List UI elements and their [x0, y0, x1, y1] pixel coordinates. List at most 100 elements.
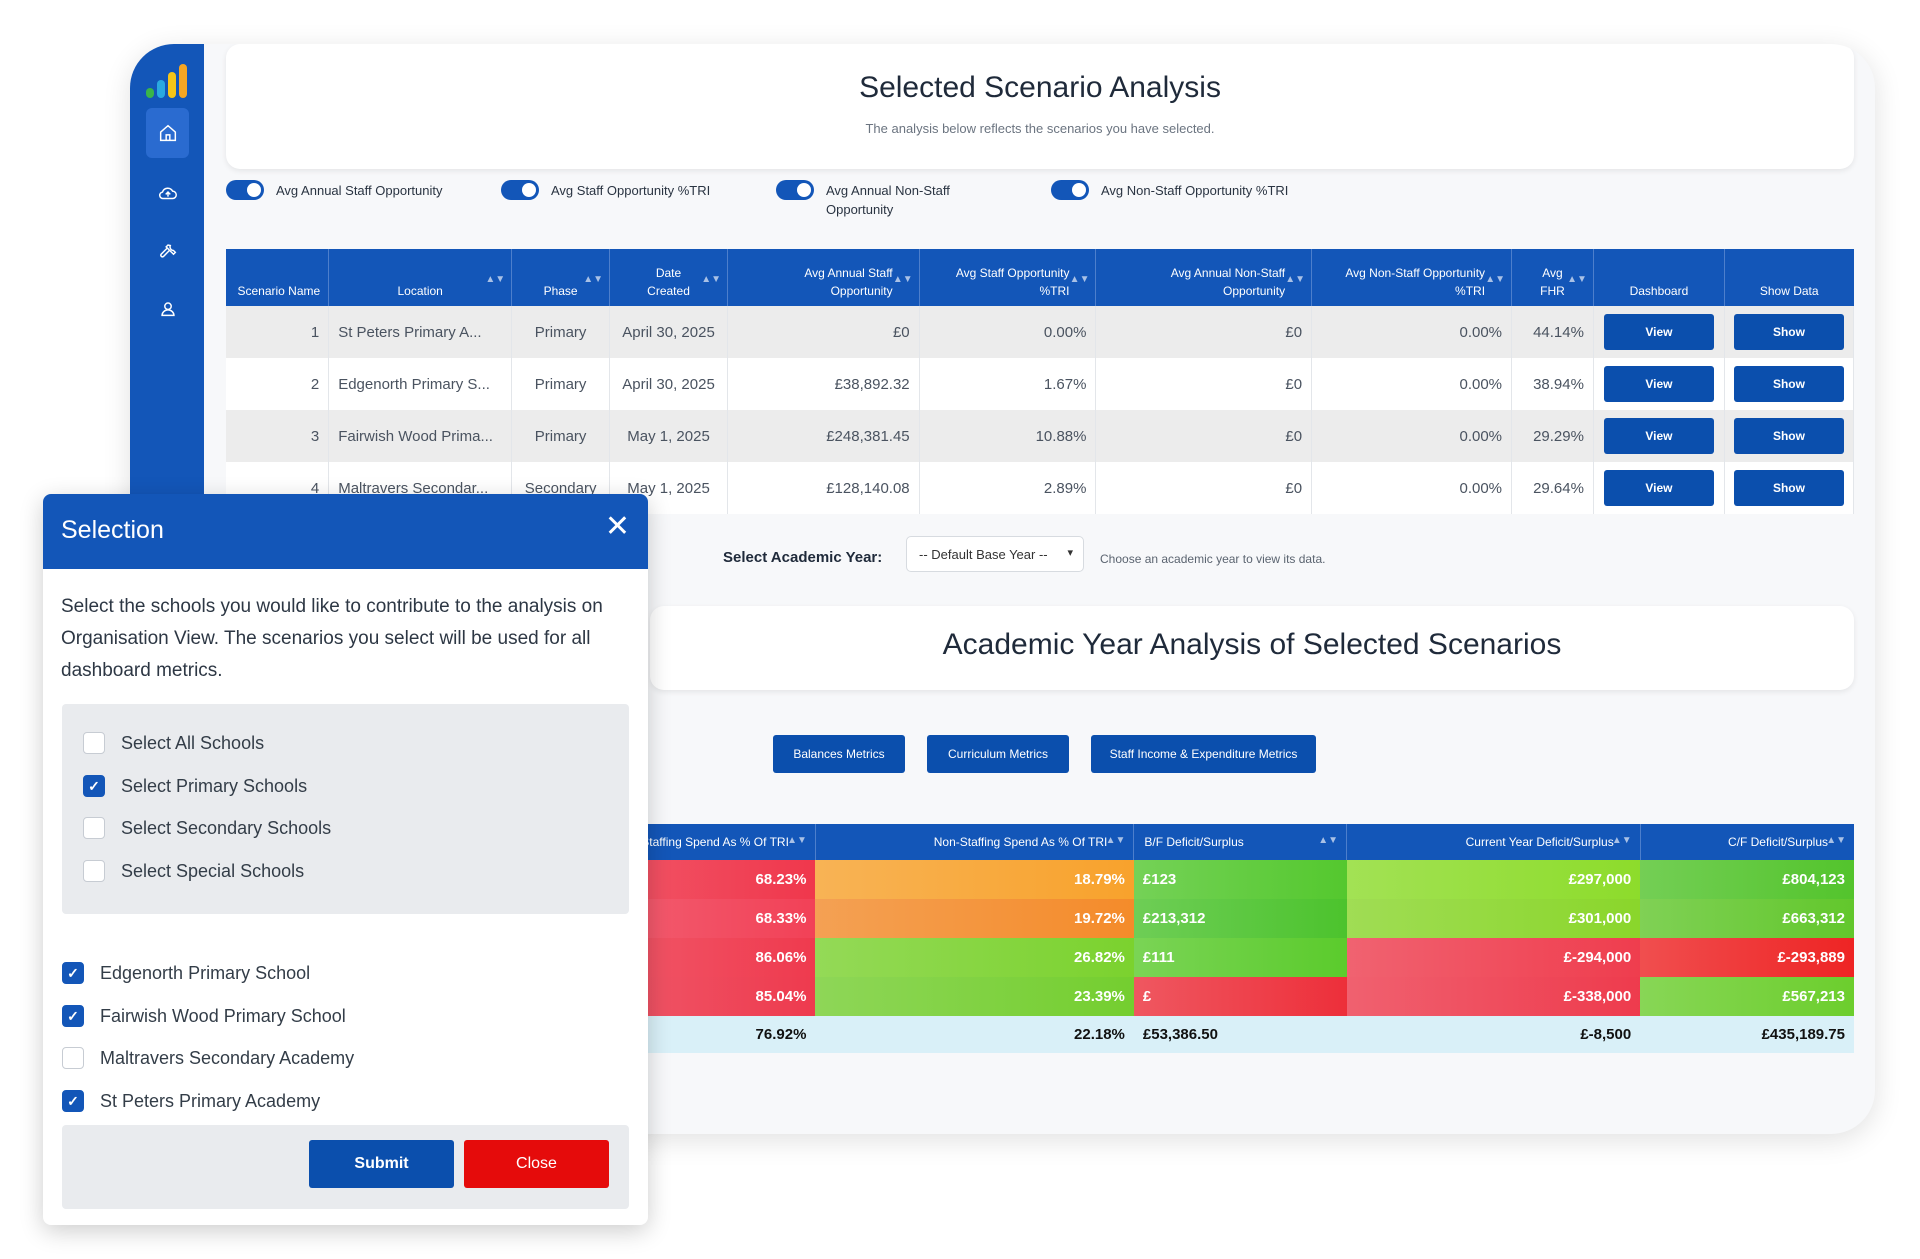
select-primary-schools-checkbox[interactable]: ✓ Select Primary Schools [83, 775, 307, 797]
metric-cell: £567,213 [1640, 977, 1854, 1016]
sidebar-item-tools[interactable] [146, 226, 189, 276]
metric-cell: £297,000 [1346, 860, 1641, 899]
school-checkbox-st-peters[interactable]: ✓ St Peters Primary Academy [62, 1090, 320, 1112]
checkbox-box[interactable]: ✓ [62, 1090, 84, 1112]
column-header[interactable]: Phase ▲▼ [511, 249, 611, 306]
column-header[interactable]: Avg Annual Staff Opportunity ▲▼ [727, 249, 920, 306]
curriculum-metrics-button[interactable]: Curriculum Metrics [927, 735, 1069, 773]
checkbox-box[interactable] [62, 1047, 84, 1069]
cell-nonstaff-pct: 0.00% [1311, 462, 1513, 514]
view-button[interactable]: View [1603, 418, 1714, 454]
cell-fhr: 44.14% [1511, 306, 1594, 358]
cell-date: May 1, 2025 [609, 410, 728, 462]
submit-button[interactable]: Submit [309, 1140, 454, 1188]
column-header[interactable]: Avg Staff Opportunity %TRI ▲▼ [919, 249, 1097, 306]
checkbox-box[interactable] [83, 860, 105, 882]
user-icon [160, 302, 175, 317]
checkbox-box[interactable] [83, 817, 105, 839]
column-header[interactable]: Current Year Deficit/Surplus ▲▼ [1346, 824, 1641, 860]
close-button[interactable]: Close [464, 1140, 609, 1188]
toggle-switch[interactable] [1051, 180, 1089, 200]
totals-row: 76.92% 22.18% £53,386.50 £-8,500 £435,18… [552, 1016, 1854, 1053]
checkbox-box[interactable] [83, 732, 105, 754]
toggle-label: Avg Annual Staff Opportunity [276, 183, 443, 198]
cell-staff-pct: 0.00% [919, 306, 1097, 358]
staff-income-expenditure-metrics-button[interactable]: Staff Income & Expenditure Metrics [1091, 735, 1316, 773]
column-header[interactable]: Location ▲▼ [328, 249, 513, 306]
page-title: Selected Scenario Analysis [859, 71, 1221, 104]
view-button[interactable]: View [1603, 366, 1714, 402]
academic-year-select[interactable]: -- Default Base Year -- ▾ [906, 536, 1084, 572]
cell-show-data: Show [1724, 462, 1855, 514]
metric-cell: £213,312 [1133, 899, 1347, 938]
view-button[interactable]: View [1603, 470, 1714, 506]
checkbox-box[interactable]: ✓ [62, 1005, 84, 1027]
column-header: Dashboard [1593, 249, 1725, 306]
view-button[interactable]: View [1603, 314, 1714, 350]
sidebar-item-upload[interactable] [146, 168, 189, 218]
table-row: 68.23% 18.79% £123 £297,000 £804,123 [552, 860, 1854, 899]
metric-cell: £-293,889 [1640, 938, 1854, 977]
cell-date: April 30, 2025 [609, 306, 728, 358]
select-special-schools-checkbox[interactable]: Select Special Schools [83, 860, 304, 882]
column-header[interactable]: Date Created ▲▼ [609, 249, 728, 306]
checkbox-label: Select Primary Schools [121, 775, 308, 796]
school-checkbox-maltravers[interactable]: Maltravers Secondary Academy [62, 1047, 354, 1069]
select-all-schools-checkbox[interactable]: Select All Schools [83, 732, 264, 754]
metric-cell: £-294,000 [1346, 938, 1641, 977]
toggle-avg-nonstaff-pct[interactable]: Avg Non-Staff Opportunity %TRI [1051, 180, 1288, 200]
show-button[interactable]: Show [1733, 470, 1844, 506]
checkbox-box[interactable]: ✓ [83, 775, 105, 797]
year-analysis-card: Academic Year Analysis of Selected Scena… [650, 606, 1854, 690]
toggle-avg-annual-nonstaff[interactable]: Avg Annual Non-Staff Opportunity [776, 180, 1006, 219]
cell-date: April 30, 2025 [609, 358, 728, 410]
cell-phase: Primary [511, 306, 611, 358]
toggle-switch[interactable] [776, 180, 814, 200]
school-checkbox-fairwish[interactable]: ✓ Fairwish Wood Primary School [62, 1005, 346, 1027]
column-header[interactable]: C/F Deficit/Surplus ▲▼ [1640, 824, 1854, 860]
cell-location: Edgenorth Primary S... [328, 358, 513, 410]
show-button[interactable]: Show [1733, 418, 1844, 454]
checkbox-box[interactable]: ✓ [62, 962, 84, 984]
close-icon[interactable]: ✕ [604, 510, 630, 543]
toggle-avg-staff-pct[interactable]: Avg Staff Opportunity %TRI [501, 180, 710, 200]
cell-fhr: 29.64% [1511, 462, 1594, 514]
column-header[interactable]: B/F Deficit/Surplus ▲▼ [1133, 824, 1348, 860]
academic-year-value: -- Default Base Year -- [919, 547, 1048, 562]
metric-cell: £301,000 [1346, 899, 1641, 938]
column-header[interactable]: Scenario Name [226, 249, 330, 306]
cell-dashboard: View [1593, 306, 1725, 358]
column-header[interactable]: Non-Staffing Spend As % Of TRI ▲▼ [815, 824, 1135, 860]
school-checkbox-edgenorth[interactable]: ✓ Edgenorth Primary School [62, 962, 310, 984]
metrics-table: Staffing Spend As % Of TRI ▲▼ Non-Staffin… [552, 824, 1854, 1053]
column-header[interactable]: Avg Annual Non-Staff Opportunity ▲▼ [1095, 249, 1313, 306]
checkbox-label: St Peters Primary Academy [100, 1090, 321, 1111]
cell-phase: Primary [511, 410, 611, 462]
select-secondary-schools-checkbox[interactable]: Select Secondary Schools [83, 817, 331, 839]
cell-id: 3 [226, 410, 330, 462]
column-header[interactable]: Avg Non-Staff Opportunity %TRI ▲▼ [1311, 249, 1513, 306]
show-button[interactable]: Show [1733, 366, 1844, 402]
toggle-avg-annual-staff[interactable]: Avg Annual Staff Opportunity [226, 180, 442, 200]
scenario-table: Scenario Name Location ▲▼ Phase ▲▼ Date Cr… [226, 249, 1855, 514]
show-button[interactable]: Show [1733, 314, 1844, 350]
selection-modal: Selection ✕ Select the schools you would… [43, 494, 648, 1225]
cell-staff-pct: 1.67% [919, 358, 1097, 410]
home-icon [159, 124, 176, 142]
metric-cell: 23.39% [815, 977, 1134, 1016]
sidebar-item-profile[interactable] [146, 284, 189, 334]
balances-metrics-button[interactable]: Balances Metrics [773, 735, 905, 773]
toggle-switch[interactable] [501, 180, 539, 200]
sidebar-item-home[interactable] [146, 108, 189, 158]
toggle-switch[interactable] [226, 180, 264, 200]
cell-fhr: 29.29% [1511, 410, 1594, 462]
cell-dashboard: View [1593, 462, 1725, 514]
checkbox-label: Fairwish Wood Primary School [100, 1005, 346, 1026]
cell-staff: £0 [727, 306, 920, 358]
column-header[interactable]: Avg FHR ▲▼ [1511, 249, 1594, 306]
app-window: Selected Scenario Analysis The analysis … [130, 44, 1875, 1134]
metric-cell: 19.72% [815, 899, 1134, 938]
toggle-label: Avg Annual Non-Staff Opportunity [826, 183, 950, 217]
metric-cell: £111 [1133, 938, 1347, 977]
checkbox-label: Select Secondary Schools [121, 817, 332, 838]
